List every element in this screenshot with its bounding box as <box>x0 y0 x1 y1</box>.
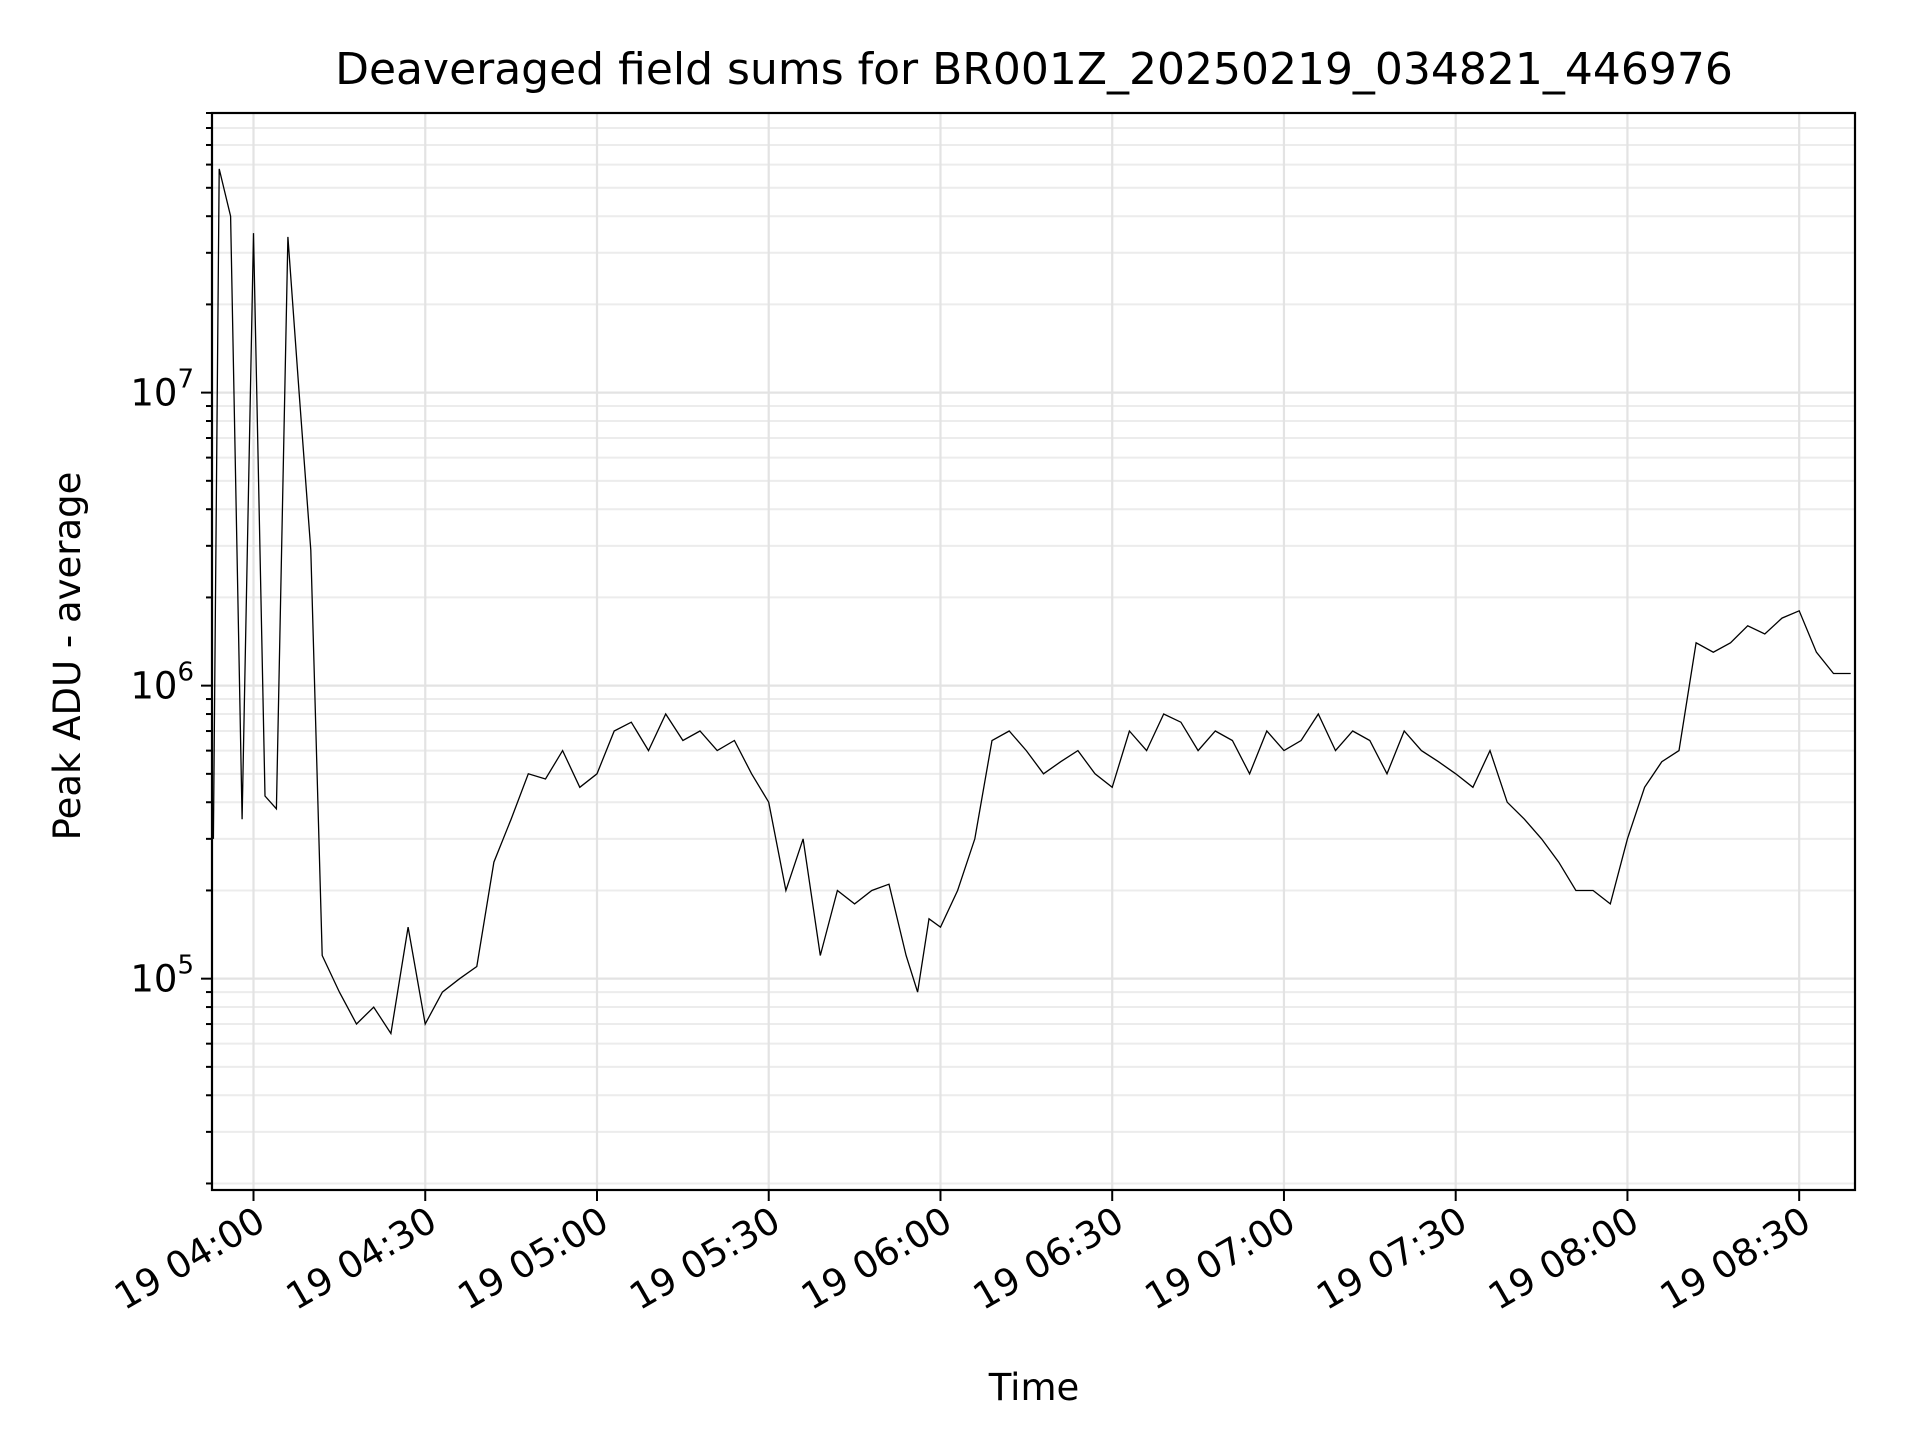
y-tick-label: 107 <box>130 365 194 415</box>
chart-title: Deaveraged field sums for BR001Z_2025021… <box>335 44 1733 95</box>
y-tick-label: 106 <box>130 658 194 708</box>
y-axis: 105 106 107 <box>130 112 212 1185</box>
grid <box>212 112 1855 1190</box>
y-tick-label: 105 <box>130 951 194 1001</box>
x-axis-label: Time <box>988 1366 1080 1409</box>
plot-frame <box>210 111 1857 1192</box>
series-line <box>212 168 1851 1036</box>
y-axis-label: Peak ADU - average <box>46 472 89 841</box>
